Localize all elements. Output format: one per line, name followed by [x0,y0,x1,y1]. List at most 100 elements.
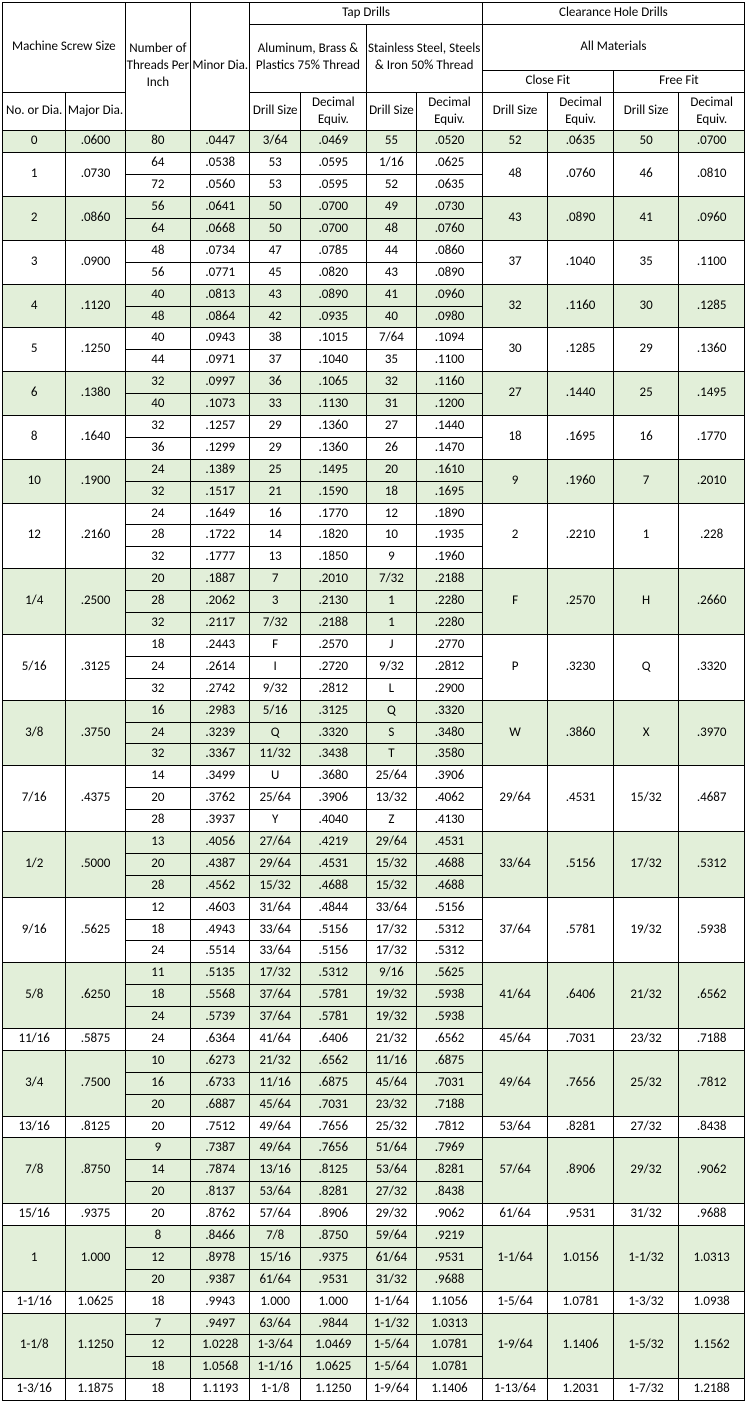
cell-free-size: 25/32 [613,1050,679,1116]
cell-a-drill-size: 45/64 [250,1094,301,1116]
cell-a-drill-size: 53 [250,153,301,175]
cell-close-dec: .1440 [548,372,614,416]
cell-close-dec: .8906 [548,1138,614,1204]
cell-free-size: 50 [613,131,679,153]
cell-a-drill-size: 37/64 [250,1007,301,1029]
cell-free-dec: .9062 [679,1138,745,1204]
table-row: 0.060080.04473/64.046955.052052.063550.0… [3,131,745,153]
cell-a-decimal: .1360 [301,437,367,459]
cell-minor-dia: .4056 [191,831,250,853]
cell-tpi: 36 [125,437,191,459]
table-row: 6.138032.099736.106532.116027.144025.149… [3,372,745,394]
hdr-minor-dia: Minor Dia. [191,3,250,131]
cell-a-decimal: .3438 [301,744,367,766]
cell-a-decimal: .6562 [301,1050,367,1072]
cell-minor-dia: .3499 [191,766,250,788]
cell-close-size: 1-1/64 [482,1225,548,1291]
cell-s-drill-size: 44 [366,240,417,262]
cell-a-drill-size: 11/16 [250,1072,301,1094]
cell-s-drill-size: 51/64 [366,1138,417,1160]
cell-a-decimal: .3680 [301,766,367,788]
cell-a-drill-size: 63/64 [250,1313,301,1335]
cell-major-dia: .0900 [66,240,125,284]
cell-major-dia: .5875 [66,1028,125,1050]
cell-tpi: 80 [125,131,191,153]
cell-major-dia: .1900 [66,459,125,503]
cell-a-decimal: .3906 [301,788,367,810]
hdr-s-drill-size: Drill Size [366,92,417,131]
cell-a-decimal: .1850 [301,547,367,569]
cell-minor-dia: .5514 [191,941,250,963]
cell-minor-dia: .3937 [191,810,250,832]
cell-minor-dia: .0668 [191,219,250,241]
cell-tpi: 56 [125,197,191,219]
cell-a-decimal: .4531 [301,853,367,875]
cell-major-dia: .5625 [66,897,125,963]
hdr-s-decimal: Decimal Equiv. [417,92,483,131]
cell-minor-dia: .9387 [191,1269,250,1291]
cell-a-decimal: .0595 [301,153,367,175]
cell-no-or-dia: 1/2 [3,831,66,897]
cell-s-decimal: .0960 [417,284,483,306]
cell-no-or-dia: 15/16 [3,1204,66,1226]
cell-minor-dia: .6733 [191,1072,250,1094]
cell-a-decimal: .8906 [301,1204,367,1226]
cell-minor-dia: .2614 [191,656,250,678]
cell-a-decimal: .9531 [301,1269,367,1291]
cell-major-dia: .9375 [66,1204,125,1226]
hdr-free-decimal: Decimal Equiv. [679,92,745,131]
cell-s-decimal: .1100 [417,350,483,372]
table-row: 3/4.750010.627321/32.656211/16.687549/64… [3,1050,745,1072]
cell-minor-dia: .2742 [191,678,250,700]
cell-a-drill-size: 1-1/16 [250,1357,301,1379]
cell-free-dec: 1.2188 [679,1379,745,1401]
table-row: 4.112040.081343.089041.096032.116030.128… [3,284,745,306]
cell-close-dec: .8281 [548,1116,614,1138]
cell-s-decimal: .4531 [417,831,483,853]
cell-s-decimal: .0890 [417,262,483,284]
cell-close-dec: .4531 [548,766,614,832]
cell-free-size: 46 [613,153,679,197]
cell-no-or-dia: 3/4 [3,1050,66,1116]
hdr-close-decimal: Decimal Equiv. [548,92,614,131]
cell-a-drill-size: 1-3/64 [250,1335,301,1357]
cell-tpi: 32 [125,744,191,766]
cell-s-drill-size: 17/32 [366,919,417,941]
table-row: 8.164032.125729.136027.144018.169516.177… [3,416,745,438]
cell-s-drill-size: 31/32 [366,1269,417,1291]
cell-minor-dia: .0641 [191,197,250,219]
cell-s-decimal: .5625 [417,963,483,985]
table-row: 7/8.87509.738749/64.765651/64.796957/64.… [3,1138,745,1160]
cell-tpi: 24 [125,1007,191,1029]
cell-s-decimal: .1160 [417,372,483,394]
cell-minor-dia: 1.0228 [191,1335,250,1357]
cell-s-drill-size: 29/64 [366,831,417,853]
cell-minor-dia: .0538 [191,153,250,175]
table-row: 1.073064.053853.05951/16.062548.076046.0… [3,153,745,175]
cell-free-dec: .6562 [679,963,745,1029]
cell-major-dia: 1.000 [66,1225,125,1291]
cell-a-drill-size: 33/64 [250,919,301,941]
cell-a-decimal: .4844 [301,897,367,919]
cell-a-decimal: .2812 [301,678,367,700]
cell-a-decimal: .0700 [301,197,367,219]
table-row: 1/4.250020.18877.20107/32.2188F.2570H.26… [3,569,745,591]
cell-minor-dia: .1649 [191,503,250,525]
cell-s-drill-size: 10 [366,525,417,547]
cell-a-drill-size: U [250,766,301,788]
cell-a-decimal: .0935 [301,306,367,328]
cell-free-size: Q [613,634,679,700]
cell-s-drill-size: J [366,634,417,656]
cell-a-drill-size: 21/32 [250,1050,301,1072]
cell-a-decimal: .0820 [301,262,367,284]
cell-tpi: 9 [125,1138,191,1160]
cell-free-size: 25 [613,372,679,416]
cell-a-decimal: .4219 [301,831,367,853]
cell-close-dec: .1160 [548,284,614,328]
cell-close-dec: .5156 [548,831,614,897]
cell-s-drill-size: 21/32 [366,1028,417,1050]
cell-minor-dia: .3367 [191,744,250,766]
cell-a-decimal: 1.0469 [301,1335,367,1357]
cell-s-decimal: .8281 [417,1160,483,1182]
cell-free-dec: .3970 [679,700,745,766]
